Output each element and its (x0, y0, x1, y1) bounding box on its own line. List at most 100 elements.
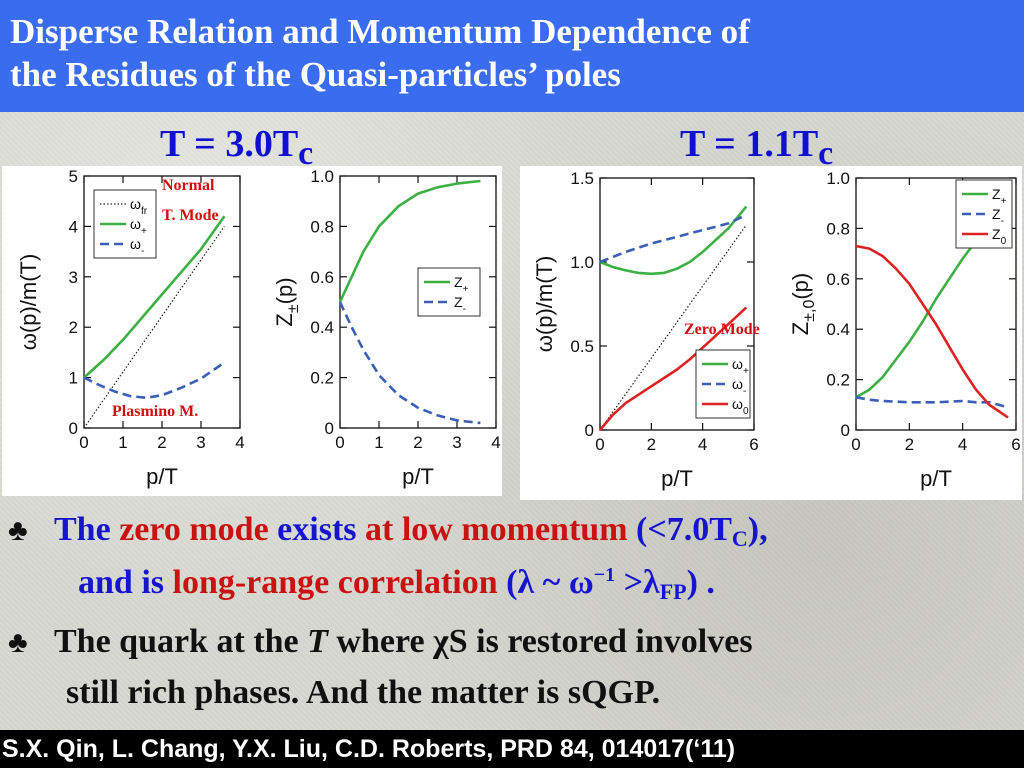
chart-legend: Z+Z-Z0 (955, 179, 1013, 249)
b1-text-2: zero mode (119, 511, 269, 548)
chart-residues-1.1Tc: 0 2 4 6 0 0.2 0.4 0.6 0.8 1.0 p/T Z±,0(p) Z+Z-Z0 (788, 169, 1021, 491)
chart-panel-right-2: 0 2 4 6 0 0.2 0.4 0.6 0.8 1.0 p/T Z±,0(p) Z+ Z- Z0 (770, 166, 1022, 500)
y-tick-label: 0.5 (570, 337, 594, 356)
x-axis-label: p/T (146, 464, 178, 489)
x-tick-label: 0 (79, 433, 88, 452)
x-tick-label: 4 (235, 433, 244, 452)
legend-entry: Z0 (992, 226, 1007, 247)
x-axis-label: p/T (920, 466, 952, 491)
x-axis-label: p/T (402, 464, 434, 489)
series-line-fr (83, 226, 225, 429)
b1-text-5: (<7.0T (636, 511, 732, 548)
y-axis-label: Z±(p) (272, 277, 302, 326)
y-tick-label: 4 (69, 217, 78, 236)
x-tick-label: 3 (196, 433, 205, 452)
annotation-normal: Normal (162, 177, 215, 194)
x-tick-label: 2 (905, 435, 914, 454)
legend-entry: ω- (732, 376, 746, 397)
chart-legend: Z+Z- (417, 267, 481, 317)
temperature-right-main: T = 1.1T (680, 123, 819, 165)
club-bullet-icon: ♣ (8, 514, 28, 547)
y-tick-label: 0 (841, 421, 850, 440)
bullet-2-line-1: ♣ The quark at the T where χS is restored… (8, 617, 1018, 668)
chart-panel-right-1: 0 2 4 6 0 0.5 1.0 1.5 p/T ω(p)/m(T) ω+ ω-ω0 Zero Mod… (520, 166, 770, 500)
chart-panel-left-2: 0 1 2 3 4 0 0.2 0.4 0.6 0.8 1.0 p/T Z±(p) Z+ Z- (252, 166, 502, 496)
x-tick-label: 4 (491, 433, 500, 452)
temperature-left-main: T = 3.0T (160, 123, 299, 165)
series-line-0 (599, 306, 748, 431)
y-tick-label: 1.0 (310, 167, 334, 186)
chart-annotations: Zero Mode (684, 321, 760, 338)
y-tick-label: 1.0 (570, 253, 594, 272)
legend-entry: Z+ (454, 274, 469, 295)
bullet-1-line-1: ♣ The zero mode exists at low momentum (<… (8, 505, 1018, 558)
y-tick-label: 0.6 (826, 270, 850, 289)
legend-entry: ω+ (130, 216, 147, 237)
series-line- (599, 205, 748, 276)
temperature-label-left: T = 3.0Tc (160, 122, 313, 172)
b1-l2-text-3: (λ ~ ω (506, 564, 594, 601)
temperature-label-right: T = 1.1Tc (680, 122, 833, 172)
series-line-Z (338, 301, 481, 425)
annotation-t-mode: T. Mode (162, 207, 219, 224)
legend-box (417, 267, 481, 317)
temperature-right-sub: c (818, 135, 834, 172)
y-tick-label: 1.5 (570, 169, 594, 188)
b1-text-6: ), (747, 511, 768, 548)
x-tick-label: 3 (452, 433, 461, 452)
legend-entry: Z- (454, 294, 466, 315)
chart-residues-3Tc: 0 1 2 3 4 0 0.2 0.4 0.6 0.8 1.0 p/T Z±(p) Z+Z- (272, 167, 501, 489)
x-tick-label: 6 (749, 435, 758, 454)
y-tick-label: 0 (69, 419, 78, 438)
b2-text-2: where χS is restored involves (327, 623, 753, 660)
legend-entry: Z+ (992, 186, 1007, 207)
chart-annotations: Normal T. Mode Plasmino M. (112, 177, 219, 420)
x-tick-label: 2 (413, 433, 422, 452)
legend-entry: Z- (992, 206, 1004, 227)
series-line- (599, 213, 747, 264)
temperature-left-sub: c (298, 135, 314, 172)
series-line-Z (338, 179, 481, 303)
b2-text-T: T (307, 623, 328, 660)
x-tick-label: 1 (374, 433, 383, 452)
y-tick-label: 1.0 (826, 169, 850, 188)
series-line- (83, 361, 226, 400)
y-tick-label: 0.4 (826, 320, 850, 339)
x-tick-label: 6 (1011, 435, 1020, 454)
y-tick-label: 0.2 (826, 371, 850, 390)
legend-entry: ωfr (130, 196, 148, 217)
plot-frame (855, 177, 1017, 431)
series-line-Z (855, 395, 1009, 409)
y-tick-label: 3 (69, 268, 78, 287)
annotation-zero-mode: Zero Mode (684, 321, 760, 338)
bullet-2-line-2: still rich phases. And the matter is sQG… (66, 674, 661, 711)
x-tick-label: 0 (595, 435, 604, 454)
plot-frame (599, 177, 755, 431)
x-axis-label: p/T (661, 466, 693, 491)
y-tick-label: 0.4 (310, 318, 334, 337)
title-bar: Disperse Relation and Momentum Dependenc… (0, 0, 1024, 112)
b1-text-4: at low momentum (365, 511, 628, 548)
bullet-1-line-2: and is long-range correlation (λ ~ ω−1 >… (8, 558, 1018, 612)
series-line-Z0 (855, 244, 1009, 419)
x-tick-label: 4 (958, 435, 967, 454)
b1-text-5-sub: C (731, 526, 748, 551)
chart-legend: ω+ω-ω0 (695, 349, 751, 419)
y-tick-label: 0.6 (310, 268, 334, 287)
y-tick-label: 2 (69, 318, 78, 337)
b1-l2-text-4: >λ (615, 564, 660, 601)
y-tick-label: 5 (69, 167, 78, 186)
svg-text:Z±(p): Z±(p) (272, 277, 302, 326)
y-tick-label: 0.8 (310, 217, 334, 236)
y-axis-label: Z±,0(p) (788, 273, 818, 335)
x-tick-label: 4 (698, 435, 707, 454)
series-line- (83, 215, 226, 379)
b1-l2-sup: −1 (593, 564, 616, 586)
x-tick-label: 0 (851, 435, 860, 454)
b1-l2-text-5: ) . (686, 564, 715, 601)
y-axis-label: ω(p)/m(T) (532, 256, 557, 353)
x-tick-label: 2 (157, 433, 166, 452)
citation-footer: S.X. Qin, L. Chang, Y.X. Liu, C.D. Rober… (0, 730, 1024, 768)
